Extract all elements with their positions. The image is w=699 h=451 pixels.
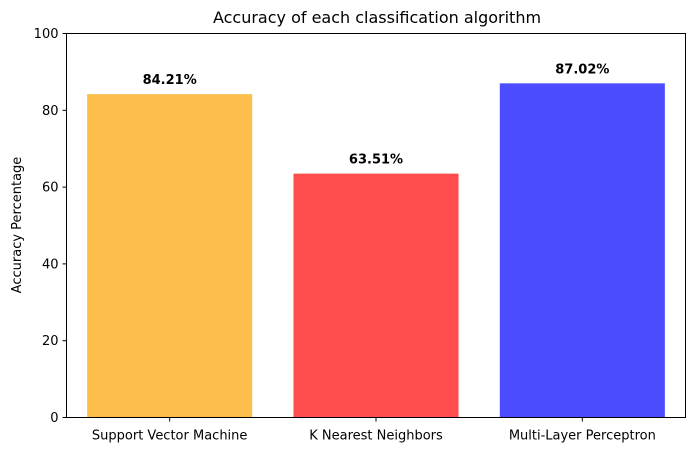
y-tick-label: 40: [42, 257, 59, 272]
x-tick-label: Multi-Layer Perceptron: [509, 429, 656, 444]
y-tick-label: 0: [50, 411, 58, 426]
bar-1: [87, 94, 253, 418]
x-tick-label: K Nearest Neighbors: [309, 429, 443, 444]
bar-value-label: 63.51%: [349, 153, 403, 168]
chart-title: Accuracy of each classification algorith…: [213, 8, 541, 27]
bar-2: [293, 173, 459, 418]
bar-3: [499, 83, 665, 418]
y-axis-title: Accuracy Percentage: [10, 157, 25, 294]
x-axis-ticks: Support Vector Machine K Nearest Neighbor…: [92, 417, 656, 444]
bar-value-label: 87.02%: [555, 62, 609, 77]
y-tick-label: 20: [42, 334, 59, 349]
plot-frame: [66, 33, 686, 418]
bars-layer: [87, 83, 665, 418]
y-tick-label: 80: [42, 104, 59, 119]
y-axis-ticks: 0 20 40 60 80 100: [34, 27, 67, 426]
data-labels-layer: 84.21% 63.51% 87.02%: [143, 62, 610, 167]
y-tick-label: 100: [34, 27, 59, 42]
y-tick-label: 60: [42, 181, 59, 196]
bar-value-label: 84.21%: [143, 73, 197, 88]
x-tick-label: Support Vector Machine: [92, 429, 248, 444]
